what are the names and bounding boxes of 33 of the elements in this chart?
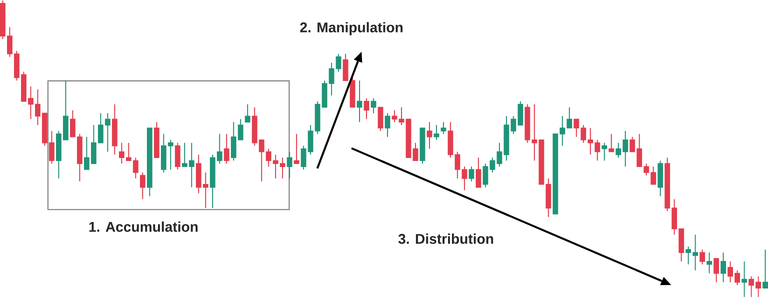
annotation: 3. Distribution bbox=[398, 234, 494, 244]
candlestick bbox=[658, 160, 664, 197]
candlestick bbox=[602, 142, 608, 162]
candlestick bbox=[174, 142, 180, 170]
candlestick bbox=[224, 134, 230, 164]
candlestick bbox=[742, 261, 748, 298]
candlestick bbox=[140, 172, 146, 200]
candlestick bbox=[398, 106, 404, 126]
candlestick bbox=[342, 54, 348, 82]
candlestick bbox=[378, 106, 384, 132]
candlestick bbox=[608, 134, 614, 152]
candlestick bbox=[384, 112, 390, 138]
candlestick bbox=[434, 124, 440, 141]
candlestick bbox=[714, 258, 720, 283]
candlestick bbox=[336, 54, 342, 72]
candlestick bbox=[286, 151, 292, 180]
candlestick bbox=[448, 122, 454, 158]
candlestick bbox=[706, 252, 712, 274]
candlestick bbox=[392, 110, 398, 123]
annotation: 2. Manipulation bbox=[300, 22, 403, 36]
candlestick bbox=[468, 166, 474, 182]
candlestick bbox=[364, 98, 370, 120]
candlestick bbox=[700, 249, 706, 266]
candlestick bbox=[440, 122, 446, 135]
candlestick bbox=[370, 98, 376, 114]
candlestick bbox=[412, 142, 418, 162]
candlestick bbox=[356, 80, 362, 123]
candlestick bbox=[426, 122, 432, 150]
candlestick bbox=[720, 252, 726, 283]
candlestick bbox=[294, 134, 300, 164]
annotation: 1. Accumulation bbox=[89, 222, 198, 232]
candlestick bbox=[476, 157, 482, 188]
candlestick bbox=[244, 104, 250, 123]
